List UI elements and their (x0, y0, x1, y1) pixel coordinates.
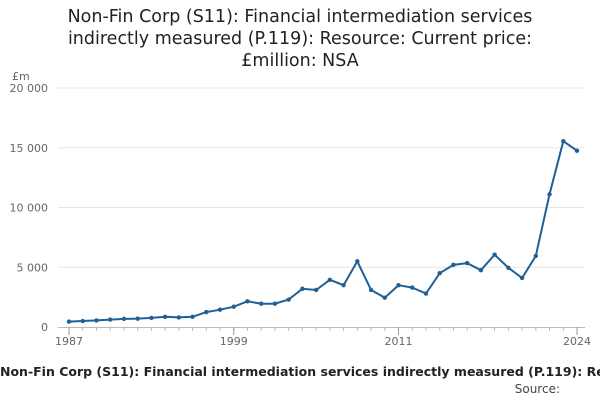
data-point (80, 318, 85, 324)
chart-title-line-1: Non-Fin Corp (S11): Financial intermedia… (67, 7, 533, 27)
data-point (286, 297, 291, 302)
data-point (437, 271, 442, 276)
y-tick-label: 10 000 (10, 202, 49, 215)
data-point (162, 314, 168, 320)
x-tick-label: 1999 (220, 335, 248, 348)
data-point (451, 262, 456, 268)
data-point (341, 282, 346, 288)
data-point (561, 138, 566, 144)
data-point (313, 287, 319, 293)
chart-gridlines (58, 87, 585, 268)
data-point (204, 309, 209, 315)
data-point (478, 268, 484, 273)
x-tick-label: 2011 (385, 335, 413, 348)
footer-title: Non-Fin Corp (S11): Financial intermedia… (0, 364, 600, 379)
data-point (519, 275, 525, 281)
y-tick-label: 15 000 (10, 142, 49, 155)
chart-title-line-3: £million: NSA (241, 51, 359, 71)
data-point (259, 301, 264, 306)
x-axis-ticks: 1987 1999 2011 2024 (55, 327, 591, 348)
y-axis-unit-label: £m (12, 70, 30, 83)
y-tick-label: 0 (41, 321, 48, 334)
data-point (135, 316, 140, 321)
data-point (66, 319, 72, 324)
data-point (355, 259, 360, 264)
series-line (68, 139, 578, 323)
data-point (272, 301, 278, 306)
data-point (464, 260, 470, 266)
data-point (107, 317, 113, 322)
data-point (94, 318, 99, 323)
data-point (176, 315, 182, 320)
data-point (121, 316, 127, 322)
x-axis (58, 327, 585, 331)
data-point (217, 307, 223, 312)
data-point (149, 315, 154, 321)
chart-title-line-2: indirectly measured (P.119): Resource: C… (67, 29, 533, 49)
data-point (368, 287, 374, 293)
data-point (410, 285, 415, 290)
x-tick-label: 2024 (563, 335, 591, 348)
data-point (327, 277, 333, 282)
chart-title: Non-Fin Corp (S11): Financial intermedia… (0, 6, 600, 72)
data-point (396, 282, 401, 288)
data-point (300, 286, 305, 291)
data-point (245, 299, 250, 304)
y-tick-label: 20 000 (10, 82, 49, 95)
data-point (492, 252, 497, 257)
data-point (382, 295, 387, 300)
data-point (547, 192, 552, 197)
data-point (423, 291, 429, 296)
data-point (574, 148, 580, 153)
x-tick-label: 1987 (55, 335, 83, 348)
data-point (231, 304, 236, 309)
data-point (190, 314, 195, 320)
y-axis-ticks: 0 5 000 10 000 15 000 20 000 (10, 82, 49, 334)
data-point (506, 265, 511, 271)
source-label: Source: (514, 382, 560, 396)
data-point (533, 253, 539, 259)
series-points (66, 138, 580, 324)
y-tick-label: 5 000 (17, 261, 49, 274)
